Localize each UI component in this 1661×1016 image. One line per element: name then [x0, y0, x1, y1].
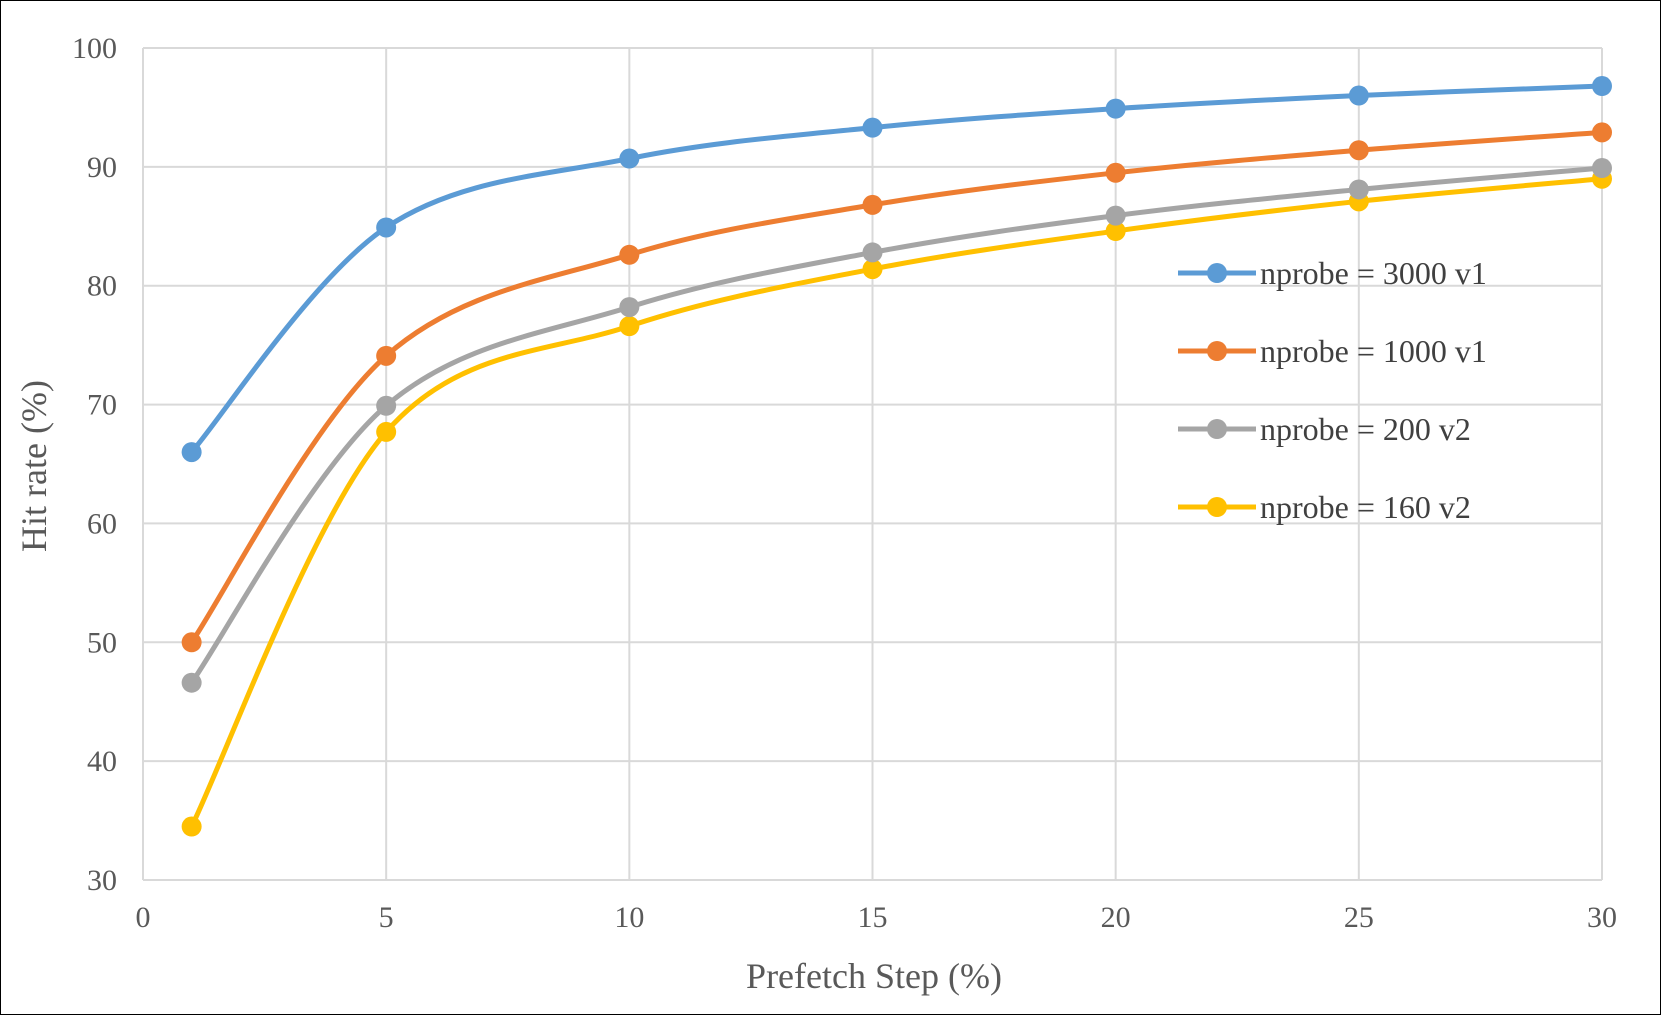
x-tick-label: 20 — [1101, 901, 1131, 934]
data-point — [619, 316, 640, 337]
y-axis-title: Hit rate (%) — [14, 380, 54, 552]
legend: nprobe = 3000 v1 nprobe = 1000 v1 nprobe =… — [1178, 255, 1487, 525]
legend-marker — [1207, 419, 1227, 439]
data-point — [376, 345, 397, 366]
x-tick-label: 25 — [1344, 901, 1374, 934]
y-tick-label: 60 — [87, 507, 117, 540]
legend-label: nprobe = 3000 v1 — [1260, 255, 1487, 291]
legend-marker — [1207, 263, 1227, 283]
data-point — [1592, 122, 1612, 143]
legend-marker — [1207, 497, 1227, 517]
data-point — [181, 632, 202, 653]
data-point — [1592, 158, 1612, 179]
x-tick-labels: 0 5 10 15 20 25 30 — [136, 901, 1618, 934]
legend-label: nprobe = 1000 v1 — [1260, 333, 1487, 369]
gridlines — [142, 47, 1603, 881]
data-point — [376, 395, 397, 416]
data-point — [619, 244, 640, 265]
data-point — [1348, 179, 1369, 200]
data-point — [181, 816, 202, 837]
data-point — [1348, 85, 1369, 106]
data-point — [1592, 76, 1612, 97]
data-point — [376, 217, 397, 238]
x-axis-title: Prefetch Step (%) — [746, 956, 1002, 996]
y-tick-label: 70 — [87, 389, 117, 422]
data-point — [181, 672, 202, 693]
data-point — [862, 242, 883, 263]
data-point — [376, 421, 397, 442]
y-tick-label: 90 — [87, 151, 117, 184]
x-tick-label: 10 — [614, 901, 644, 934]
x-tick-label: 30 — [1587, 901, 1617, 934]
series-markers — [181, 76, 1612, 837]
x-tick-label: 5 — [379, 901, 394, 934]
data-point — [1105, 205, 1126, 226]
y-tick-labels: 30 40 50 60 70 80 90 100 — [72, 32, 117, 897]
x-tick-label: 15 — [858, 901, 888, 934]
legend-label: nprobe = 200 v2 — [1260, 411, 1471, 447]
y-tick-label: 30 — [87, 864, 117, 897]
y-tick-label: 40 — [87, 745, 117, 778]
legend-label: nprobe = 160 v2 — [1260, 489, 1471, 525]
data-point — [619, 297, 640, 318]
y-tick-label: 100 — [72, 32, 117, 65]
data-point — [862, 194, 883, 215]
data-point — [619, 148, 640, 169]
legend-marker — [1207, 341, 1227, 361]
data-point — [862, 117, 883, 138]
y-tick-label: 80 — [87, 270, 117, 303]
x-tick-label: 0 — [136, 901, 151, 934]
series-line-1 — [189, 129, 1605, 645]
data-point — [181, 442, 202, 463]
y-tick-label: 50 — [87, 626, 117, 659]
series-lines — [189, 83, 1605, 830]
data-point — [1105, 162, 1126, 183]
data-point — [1348, 140, 1369, 161]
data-point — [862, 259, 883, 280]
data-point — [1105, 221, 1126, 242]
data-point — [1105, 98, 1126, 119]
